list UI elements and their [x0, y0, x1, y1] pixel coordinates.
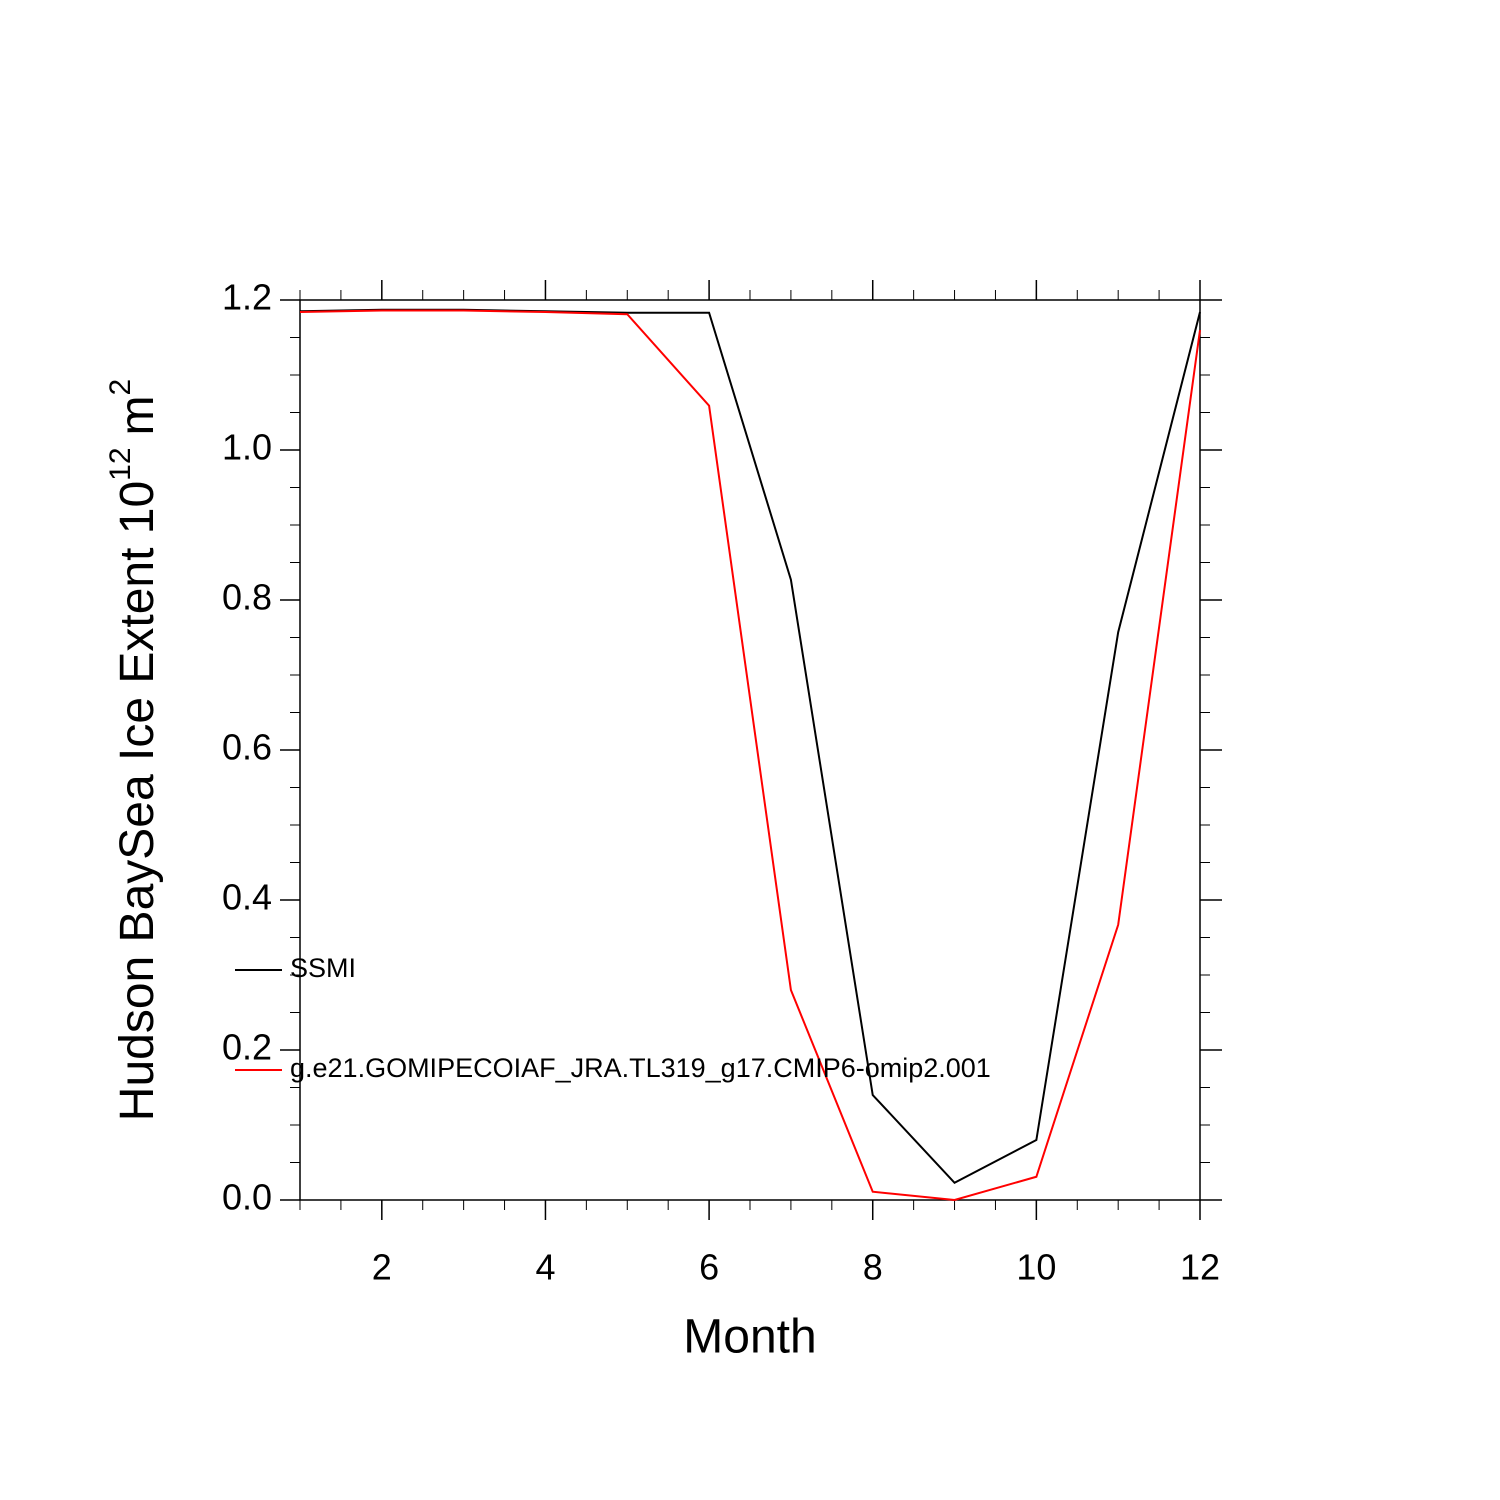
y-tick-label: 0.0 — [222, 1177, 272, 1218]
legend-label: SSMI — [290, 953, 356, 983]
legend-label: g.e21.GOMIPECOIAF_JRA.TL319_g17.CMIP6-om… — [290, 1053, 991, 1083]
x-tick-label: 8 — [863, 1247, 883, 1288]
y-axis-title-unit: m — [111, 395, 164, 435]
x-tick-label: 6 — [699, 1247, 719, 1288]
x-tick-label: 10 — [1016, 1247, 1056, 1288]
y-tick-label: 0.4 — [222, 877, 272, 918]
y-tick-label: 1.2 — [222, 277, 272, 318]
y-axis-title-exponent: 12 — [104, 447, 137, 480]
x-tick-label: 12 — [1180, 1247, 1220, 1288]
series-line — [299, 309, 1201, 1202]
y-tick-label: 0.6 — [222, 727, 272, 768]
y-tick-label: 0.2 — [222, 1027, 272, 1068]
y-tick-label: 0.8 — [222, 577, 272, 618]
y-axis-title-exponent: 2 — [104, 379, 137, 396]
x-axis-title: Month — [683, 1311, 816, 1364]
y-tick-label: 1.0 — [222, 427, 272, 468]
y-axis-title-text: Hudson BaySea Ice Extent 10 — [111, 481, 164, 1121]
y-axis-title: Hudson BaySea Ice Extent 1012 m2 — [104, 379, 164, 1121]
x-tick-label: 4 — [535, 1247, 555, 1288]
series-line — [299, 308, 1201, 1184]
x-tick-label: 2 — [372, 1247, 392, 1288]
